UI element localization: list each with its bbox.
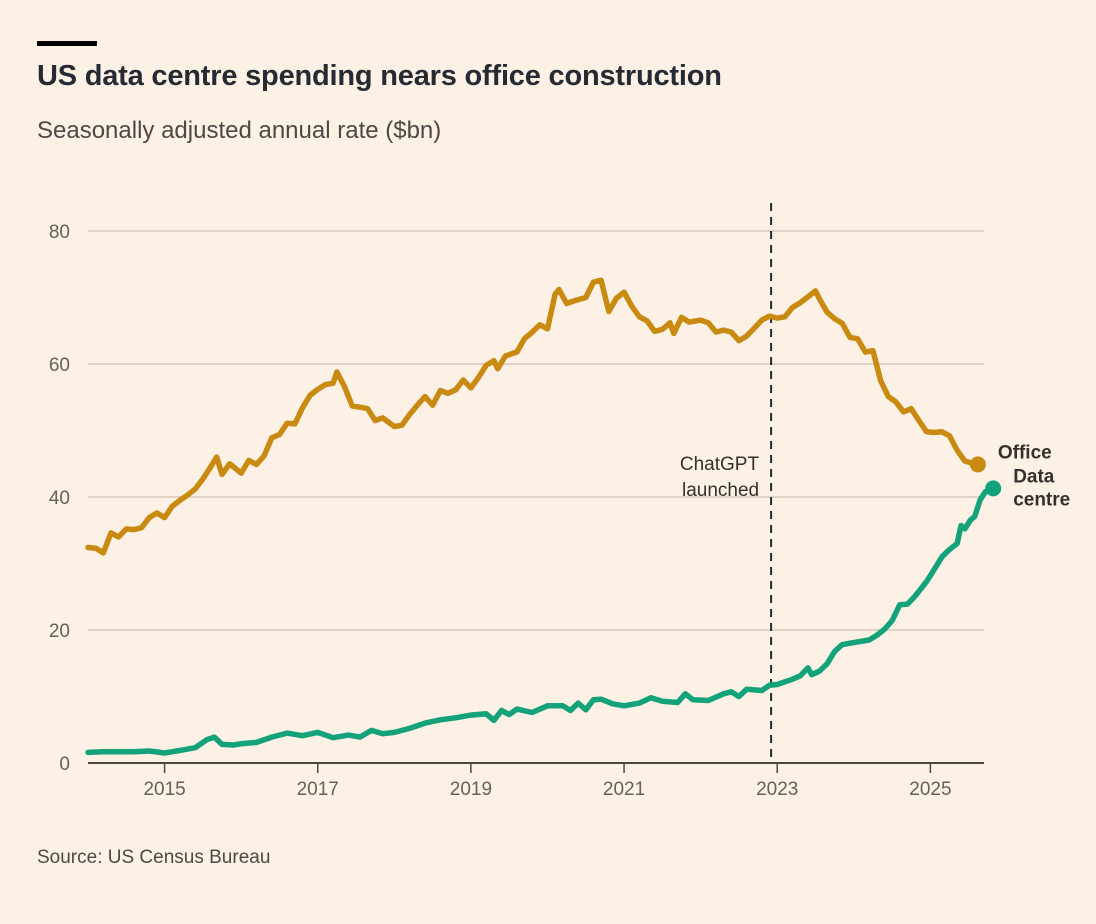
axes: 0 20 40 60 80 2015 2017 2019 2021 2023 2025 [49,222,984,800]
brand-bar [37,41,97,46]
chart-subtitle: Seasonally adjusted annual rate ($bn) [37,117,442,144]
series-end-marker-data-centre [985,480,1002,497]
series-line-office [85,277,981,556]
series-label-data-centre-1: Data [1013,466,1055,487]
y-tick-label-40: 40 [49,488,70,509]
y-tick-label-20: 20 [49,621,70,642]
gridlines [88,230,984,631]
series-label-office: Office [998,442,1052,463]
annotations: ChatGPT launched [680,203,773,763]
annotation-label-line-2: launched [682,480,759,501]
x-tick-label-2019: 2019 [450,779,492,800]
series-end-marker-office [969,456,986,473]
x-tick-label-2015: 2015 [143,779,185,800]
y-tick-label-80: 80 [49,222,70,243]
y-tick-label-60: 60 [49,355,70,376]
x-tick-label-2017: 2017 [297,779,339,800]
x-tick-label-2025: 2025 [909,779,951,800]
series [85,277,1002,756]
series-label-data-centre-2: centre [1013,489,1070,510]
series-line-data-centre [85,485,996,756]
source-note: Source: US Census Bureau [37,847,271,868]
y-tick-label-0: 0 [59,754,70,775]
x-tick-label-2021: 2021 [603,779,645,800]
chart-title: US data centre spending nears office con… [37,60,722,92]
x-tick-label-2023: 2023 [756,779,798,800]
annotation-label-line-1: ChatGPT [680,454,760,475]
